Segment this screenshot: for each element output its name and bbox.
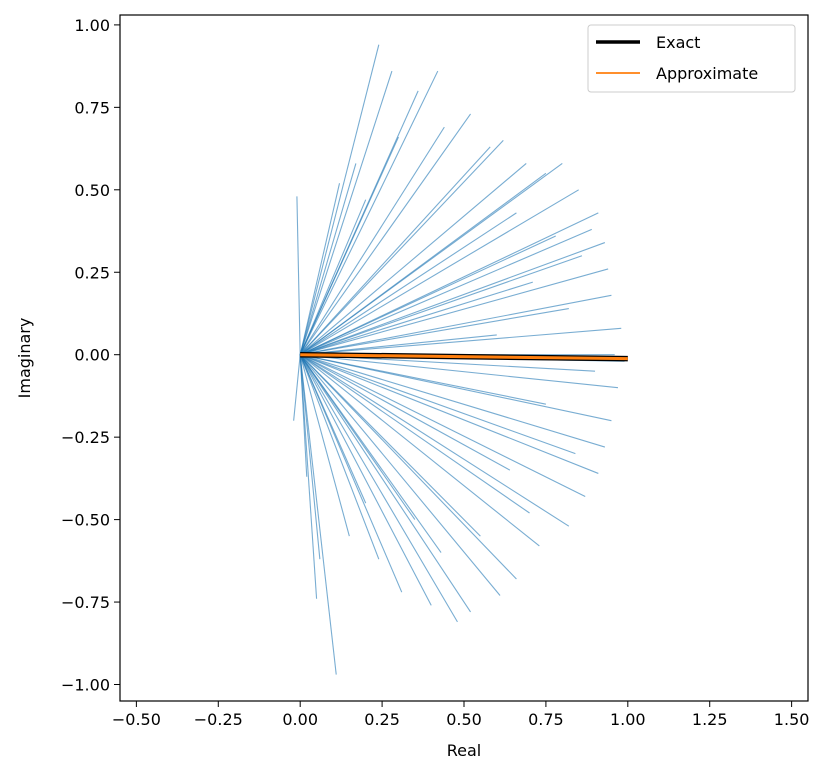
ray-8 — [299, 189, 579, 356]
ray-21 — [299, 354, 540, 547]
ray-23 — [299, 354, 501, 596]
ray-6 — [299, 162, 527, 356]
ray-4 — [299, 113, 472, 356]
y-tick-label: −0.75 — [61, 593, 110, 612]
y-tick-label: 0.25 — [74, 263, 110, 282]
ray-41 — [299, 199, 367, 355]
ray-51 — [299, 354, 511, 471]
ray-18 — [299, 354, 599, 474]
y-tick-label: 0.75 — [74, 98, 110, 117]
ray-13 — [300, 327, 622, 356]
ray-36 — [299, 163, 357, 355]
ray-38 — [299, 139, 504, 356]
x-tick-label: 1.50 — [774, 710, 810, 729]
ray-53 — [299, 354, 481, 537]
legend-approximate-label: Approximate — [656, 64, 758, 83]
x-tick-label: −0.25 — [194, 710, 243, 729]
x-axis-label: Real — [447, 741, 482, 760]
ray-28 — [299, 354, 380, 560]
ray-56 — [299, 354, 367, 504]
x-tick-label: 0.50 — [446, 710, 482, 729]
ray-12 — [300, 294, 612, 356]
ray-2 — [299, 70, 439, 355]
legend: Exact Approximate — [587, 24, 796, 93]
ray-22 — [299, 354, 517, 580]
ray-37 — [299, 126, 445, 355]
y-tick-label: −0.25 — [61, 428, 110, 447]
ray-49 — [300, 354, 547, 405]
legend-exact-label: Exact — [656, 33, 700, 52]
ray-52 — [299, 354, 530, 514]
ray-35 — [299, 183, 341, 355]
x-tick-label: 1.25 — [692, 710, 728, 729]
x-tick-label: 1.00 — [610, 710, 646, 729]
y-ticks-group: 1.00 0.75 0.50 0.25 0.00 −0.25 −0.50 −0.75 −1.00 — [61, 16, 120, 695]
ray-40 — [299, 136, 399, 355]
y-axis-label: Imaginary — [15, 318, 34, 399]
ray-15 — [300, 354, 619, 389]
ray-26 — [299, 354, 432, 606]
ray-34 — [296, 196, 301, 355]
ray-5 — [299, 146, 491, 356]
ray-10 — [300, 242, 606, 356]
y-tick-label: −0.50 — [61, 511, 110, 530]
ray-46 — [300, 307, 569, 356]
ray-50 — [300, 354, 576, 455]
y-tick-label: −1.00 — [61, 676, 110, 695]
y-tick-label: 0.50 — [74, 181, 110, 200]
ray-44 — [300, 255, 583, 356]
ray-29 — [299, 354, 337, 675]
ray-42 — [299, 212, 517, 356]
ray-32 — [299, 354, 308, 477]
ray-31 — [299, 354, 321, 560]
x-tick-label: 0.25 — [364, 710, 400, 729]
ray-0 — [299, 44, 380, 355]
ray-1 — [299, 70, 393, 355]
x-ticks-group: −0.50 −0.25 0.00 0.25 0.50 0.75 1.00 1.25 1.50 — [112, 701, 810, 729]
ray-43 — [299, 235, 556, 356]
ray-20 — [299, 354, 570, 527]
ray-24 — [299, 354, 472, 613]
series-line-approximate — [300, 353, 628, 361]
ray-57 — [299, 354, 350, 537]
ray-45 — [300, 281, 533, 356]
ray-58 — [299, 228, 592, 356]
ray-39 — [299, 172, 547, 356]
rays-group — [293, 44, 625, 675]
ray-11 — [300, 268, 609, 356]
ray-25 — [299, 354, 458, 623]
series-lines-group — [300, 351, 628, 362]
y-tick-label: 1.00 — [74, 16, 110, 35]
ray-55 — [299, 354, 416, 520]
x-tick-label: −0.50 — [112, 710, 161, 729]
x-tick-label: 0.75 — [528, 710, 564, 729]
y-tick-label: 0.00 — [74, 346, 110, 365]
ray-19 — [299, 354, 586, 498]
ray-17 — [300, 354, 606, 448]
ray-33 — [293, 354, 301, 421]
x-tick-label: 0.00 — [282, 710, 318, 729]
ray-47 — [300, 334, 497, 356]
